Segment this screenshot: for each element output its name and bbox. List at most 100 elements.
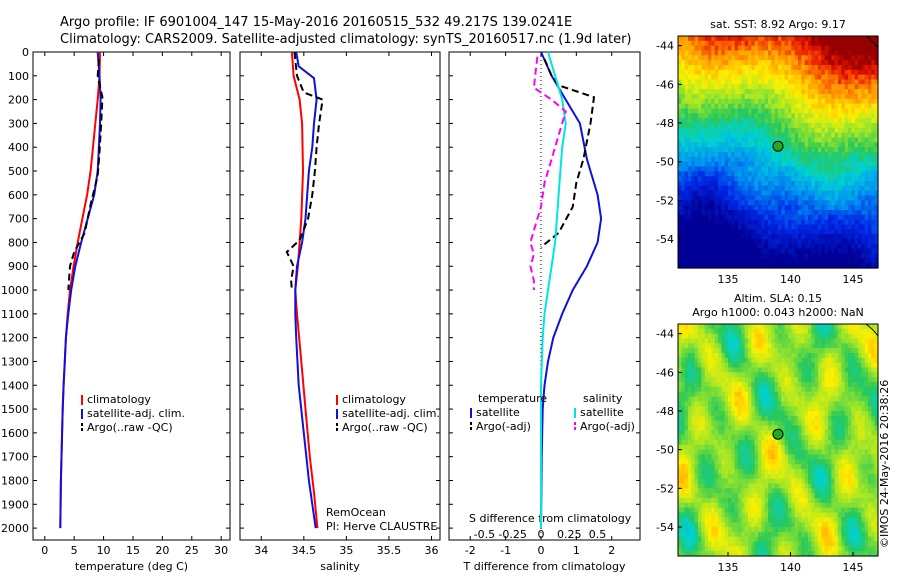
heatmap-cell	[848, 454, 852, 460]
heatmap-cell	[734, 377, 739, 383]
y-tick-label: 900	[8, 260, 29, 273]
heatmap-cell	[738, 328, 742, 335]
heatmap-cell	[724, 386, 729, 393]
heatmap-cell	[874, 79, 879, 85]
heatmap-cell	[874, 36, 879, 42]
heatmap-cell	[704, 411, 709, 417]
heatmap-cell	[691, 224, 696, 230]
heatmap-cell	[758, 386, 762, 393]
heatmap-cell	[681, 123, 686, 129]
heatmap-cell	[714, 449, 719, 456]
heatmap-cell	[824, 152, 829, 158]
heatmap-cell	[871, 166, 876, 172]
heatmap-cell	[791, 108, 796, 114]
heatmap-cell	[851, 89, 856, 95]
heatmap-cell	[828, 411, 832, 417]
heatmap-cell	[754, 362, 759, 369]
heatmap-cell	[684, 425, 689, 431]
heatmap-cell	[854, 333, 859, 340]
heatmap-cell	[821, 45, 826, 52]
heatmap-cell	[848, 113, 852, 119]
heatmap-cell	[748, 430, 752, 436]
heatmap-cell	[701, 357, 706, 364]
heatmap-cell	[751, 60, 756, 66]
heatmap-cell	[851, 74, 856, 81]
heatmap-cell	[818, 343, 822, 349]
heatmap-cell	[678, 263, 682, 269]
heatmap-cell	[804, 210, 809, 216]
heatmap-cell	[751, 454, 756, 460]
heatmap-cell	[811, 253, 816, 259]
heatmap-cell	[851, 239, 856, 245]
heatmap-cell	[858, 108, 862, 114]
heatmap-cell	[754, 357, 759, 364]
heatmap-cell	[704, 127, 709, 134]
heatmap-cell	[858, 449, 862, 456]
heatmap-cell	[874, 190, 879, 197]
heatmap-cell	[788, 132, 792, 139]
heatmap-cell	[738, 176, 742, 182]
heatmap-cell	[858, 258, 862, 264]
heatmap-cell	[804, 357, 809, 364]
heatmap-cell	[824, 239, 829, 245]
heatmap-cell	[781, 406, 786, 412]
heatmap-cell	[701, 89, 706, 95]
heatmap-cell	[681, 415, 686, 422]
heatmap-cell	[684, 362, 689, 369]
heatmap-cell	[788, 185, 792, 192]
heatmap-cell	[818, 449, 822, 456]
heatmap-cell	[678, 444, 682, 451]
heatmap-cell	[751, 200, 756, 206]
heatmap-cell	[681, 79, 686, 85]
heatmap-cell	[818, 229, 822, 235]
heatmap-cell	[708, 152, 712, 158]
heatmap-cell	[848, 239, 852, 245]
heatmap-cell	[784, 357, 789, 364]
heatmap-cell	[828, 377, 832, 383]
heatmap-cell	[761, 411, 766, 417]
heatmap-cell	[834, 377, 839, 383]
heatmap-cell	[781, 459, 786, 465]
heatmap-cell	[851, 420, 856, 427]
heatmap-cell	[728, 185, 732, 192]
heatmap-cell	[821, 386, 826, 393]
heatmap-cell	[748, 195, 752, 201]
heatmap-cell	[848, 406, 852, 412]
heatmap-cell	[808, 243, 812, 250]
heatmap-cell	[751, 152, 756, 158]
heatmap-cell	[818, 94, 822, 100]
heatmap-cell	[844, 123, 849, 129]
y-tick-label: -44	[656, 40, 674, 53]
heatmap-cell	[831, 372, 836, 378]
heatmap-cell	[778, 161, 782, 168]
heatmap-cell	[691, 84, 696, 90]
heatmap-cell	[808, 79, 812, 85]
heatmap-cell	[678, 239, 682, 245]
heatmap-cell	[848, 123, 852, 129]
heatmap-cell	[801, 176, 806, 182]
heatmap-cell	[794, 377, 799, 383]
heatmap-cell	[814, 50, 819, 56]
heatmap-cell	[758, 195, 762, 201]
heatmap-cell	[771, 181, 776, 187]
heatmap-cell	[798, 425, 802, 431]
heatmap-cell	[718, 401, 722, 407]
heatmap-cell	[714, 248, 719, 255]
heatmap-cell	[764, 74, 769, 81]
heatmap-cell	[868, 65, 872, 71]
heatmap-cell	[681, 258, 686, 264]
heatmap-cell	[791, 94, 796, 100]
heatmap-cell	[784, 420, 789, 427]
heatmap-cell	[794, 45, 799, 52]
heatmap-cell	[788, 161, 792, 168]
heatmap-cell	[844, 444, 849, 451]
heatmap-cell	[828, 210, 832, 216]
heatmap-cell	[744, 449, 749, 456]
heatmap-cell	[751, 127, 756, 134]
heatmap-cell	[688, 40, 692, 47]
heatmap-cell	[768, 234, 772, 240]
heatmap-cell	[731, 248, 736, 255]
heatmap-cell	[764, 430, 769, 436]
heatmap-cell	[688, 65, 692, 71]
heatmap-cell	[831, 464, 836, 470]
